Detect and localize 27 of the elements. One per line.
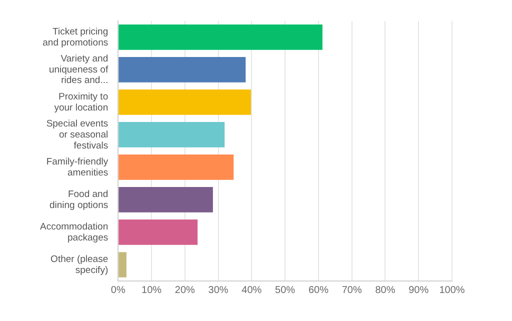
y-tick-label: Food and dining options	[49, 188, 108, 211]
y-tick-label: Variety and uniqueness of rides and...	[48, 53, 108, 86]
x-tick-label: 60%	[308, 284, 329, 296]
x-tick-label: 80%	[375, 284, 396, 296]
bar	[118, 252, 126, 278]
bar	[118, 154, 234, 180]
x-tick-label: 10%	[141, 284, 162, 296]
x-tick-label: 20%	[174, 284, 196, 296]
y-tick-label: Accommodation packages	[40, 221, 108, 244]
x-tick-label: 30%	[208, 284, 228, 296]
bar	[118, 90, 251, 115]
y-tick-label: Family-friendly amenities	[46, 156, 108, 178]
x-tick-label: 90%	[408, 284, 429, 296]
x-tick-label: 0%	[110, 284, 126, 296]
x-tick-label: 50%	[275, 284, 296, 296]
bar	[118, 122, 225, 148]
x-tick-label: 70%	[342, 284, 362, 296]
y-tick-label: Proximity to your location	[54, 91, 108, 114]
y-tick-label: Other (please specify)	[50, 254, 108, 276]
x-tick-label: 40%	[242, 284, 262, 296]
y-tick-label: Ticket pricing and promotions	[42, 26, 108, 48]
y-tick-label: Special events or seasonal festivals	[46, 118, 108, 152]
bar	[118, 57, 246, 82]
bar	[118, 220, 198, 245]
bar	[118, 24, 322, 50]
x-tick-label: 100%	[439, 284, 465, 296]
bar	[118, 187, 213, 212]
